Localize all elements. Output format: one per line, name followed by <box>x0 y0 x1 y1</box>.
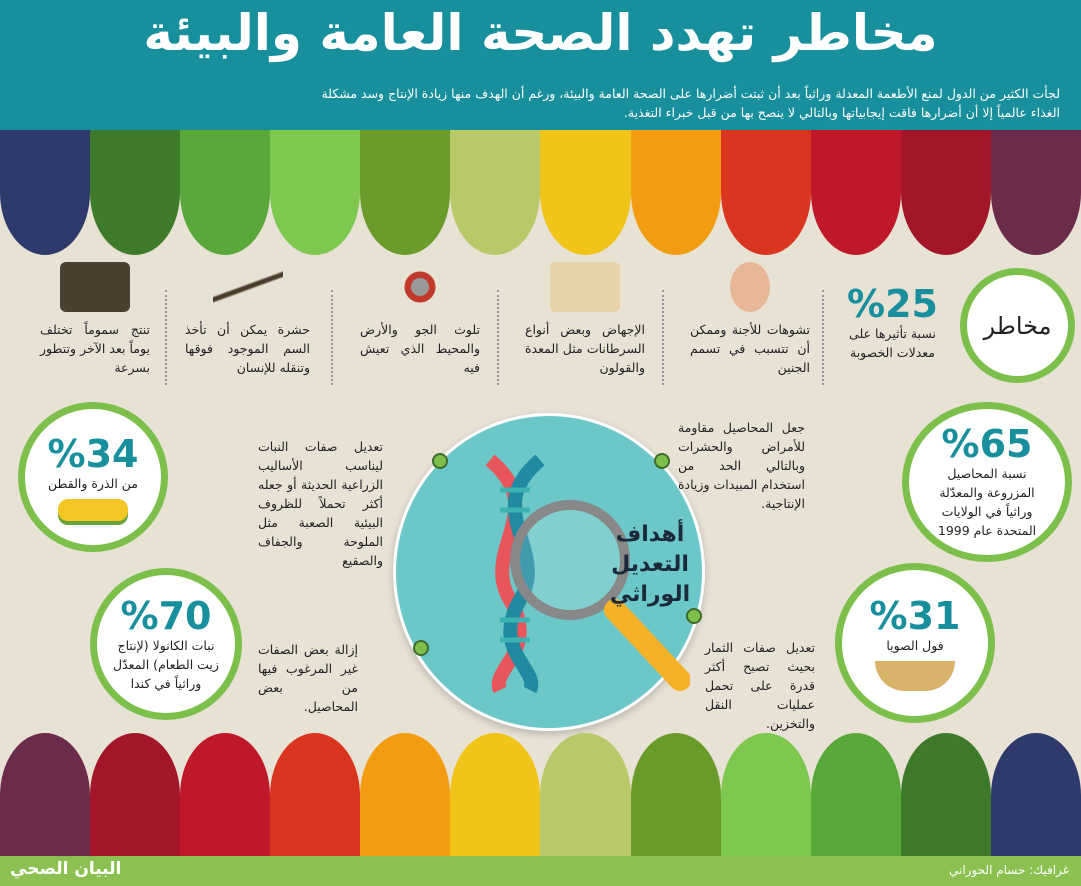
divider <box>662 290 664 385</box>
fertility-value: %25 <box>847 282 938 326</box>
cell-icon <box>550 262 620 312</box>
fruit-image <box>270 130 361 255</box>
fertility-text: نسبة تأثيرها على معدلات الخصوبة <box>849 326 936 360</box>
divider <box>822 290 824 385</box>
divider <box>331 290 333 385</box>
dna-magnifier-icon <box>485 454 690 694</box>
fruit-image <box>450 130 541 255</box>
stat-value: %31 <box>869 593 961 638</box>
goal-marker <box>654 453 670 469</box>
stat-text: نبات الكانولا (لإنتاج زيت الطعام) المعدّ… <box>113 637 219 691</box>
fruit-image <box>900 733 991 858</box>
fruit-strip-bottom <box>0 733 1081 858</box>
risk-text: تلوث الجو والأرض والمحيط الذي تعيش فيه <box>360 322 480 375</box>
fruit-image <box>270 733 361 858</box>
goal-marker <box>432 453 448 469</box>
risk-item: تنتج سموماً تختلف يوماً بعد الآخر وتتطور… <box>40 262 150 387</box>
corn-icon <box>58 498 128 521</box>
risks-title: مخاطر <box>983 311 1052 340</box>
divider <box>165 290 167 385</box>
intro-text: لجأت الكثير من الدول لمنع الأطعمة المعدل… <box>321 86 1060 120</box>
fruit-image <box>990 733 1081 858</box>
risk-item: حشرة يمكن أن تأخذ السم الموجود فوقها وتن… <box>185 262 310 387</box>
fruit-image <box>630 733 721 858</box>
goal-text: تعديل صفات النبات ليناسب الأساليب الزراع… <box>258 439 383 568</box>
goal-marker <box>413 640 429 656</box>
fruit-image <box>900 130 991 255</box>
fruit-image <box>180 130 271 255</box>
molecule-icon <box>385 262 455 312</box>
stat-circle-soybean: %31 فول الصويا <box>835 563 995 723</box>
fruit-image <box>360 130 451 255</box>
divider <box>497 290 499 385</box>
stat-circle-us-crops: %65 نسبة المحاصيل المزروعة والمعدّلة ورا… <box>902 402 1072 562</box>
risk-text: الإجهاض وبعض أنواع السرطانات مثل المعدة … <box>525 322 645 375</box>
risk-text: حشرة يمكن أن تأخذ السم الموجود فوقها وتن… <box>185 322 310 375</box>
fruit-image <box>90 130 181 255</box>
seeds-icon <box>60 262 130 312</box>
fruit-image <box>810 733 901 858</box>
stat-value: %70 <box>120 593 212 638</box>
page-title: مخاطر تهدد الصحة العامة والبيئة <box>143 4 938 62</box>
credit: غرافيك: حسام الحوراني <box>949 863 1069 877</box>
goal-text: جعل المحاصيل مقاومة للأمراض والحشرات وبا… <box>678 420 805 511</box>
fruit-image <box>450 733 541 858</box>
header-banner <box>0 0 1081 140</box>
fruit-image <box>810 130 901 255</box>
stat-circle-corn: %34 من الذرة والقطن <box>18 402 168 552</box>
fruit-image <box>720 130 811 255</box>
fruit-image <box>630 130 721 255</box>
fruit-image <box>540 733 631 858</box>
stat-value: %65 <box>941 422 1033 466</box>
stat-text: فول الصويا <box>886 637 944 653</box>
footer: غرافيك: حسام الحوراني البيان الصحي <box>0 856 1081 886</box>
fruit-image <box>180 733 271 858</box>
risks-badge: مخاطر <box>960 268 1075 383</box>
fruit-image <box>90 733 181 858</box>
stat-text: من الذرة والقطن <box>48 475 138 491</box>
fruit-image <box>540 130 631 255</box>
stat-value: %34 <box>47 431 139 476</box>
risk-item: تلوث الجو والأرض والمحيط الذي تعيش فيه <box>360 262 480 387</box>
fruit-image <box>0 733 91 858</box>
fruit-image <box>720 733 811 858</box>
risk-text: تشوهات للأجنة وممكن أن تتسبب في تسمم الج… <box>690 322 810 375</box>
goals-title: أهداف التعديل الوراثي <box>609 522 691 607</box>
stat-circle-canola: %70 نبات الكانولا (لإنتاج زيت الطعام) ال… <box>90 568 242 720</box>
mosquito-icon <box>212 262 283 312</box>
goal-text: إزالة بعض الصفات غير المرغوب فيها من بعض… <box>258 642 358 714</box>
soybean-icon <box>875 660 955 691</box>
fruit-strip-top <box>0 130 1081 255</box>
stat-text: نسبة المحاصيل المزروعة والمعدّلة وراثياً… <box>937 466 1037 538</box>
risk-item: الإجهاض وبعض أنواع السرطانات مثل المعدة … <box>525 262 645 387</box>
goal-marker <box>686 608 702 624</box>
fruit-image <box>0 130 91 255</box>
fruit-image <box>360 733 451 858</box>
fruit-image <box>990 130 1081 255</box>
fetus-icon <box>730 262 770 312</box>
logo: البيان الصحي <box>10 859 122 879</box>
risk-text: تنتج سموماً تختلف يوماً بعد الآخر وتتطور… <box>40 322 150 375</box>
fertility-stat: %25 نسبة تأثيرها على معدلات الخصوبة <box>835 284 950 362</box>
goal-text: تعديل صفات الثمار بحيث تصبح أكثر قدرة عل… <box>705 640 815 731</box>
risk-item: تشوهات للأجنة وممكن أن تتسبب في تسمم الج… <box>690 262 810 387</box>
